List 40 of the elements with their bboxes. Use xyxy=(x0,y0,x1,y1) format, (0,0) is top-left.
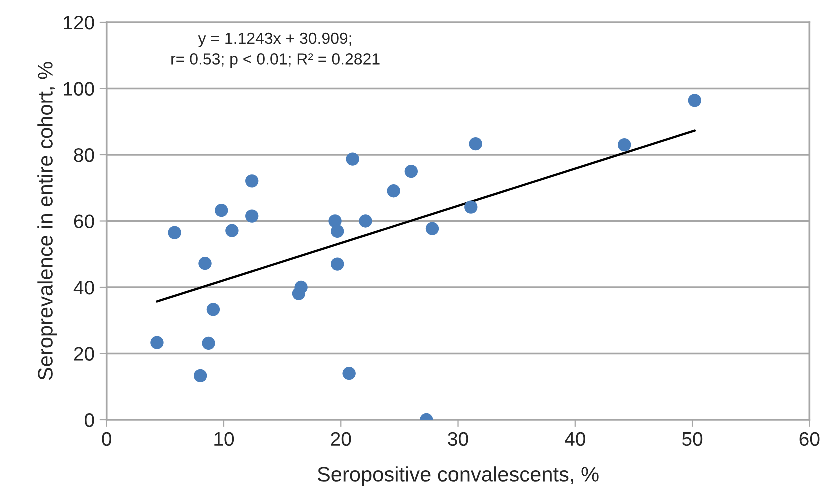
point xyxy=(331,224,344,238)
y-axis-title: Seroprevalence in entire cohort, % xyxy=(38,62,58,380)
point xyxy=(346,152,360,166)
point xyxy=(342,367,356,380)
point xyxy=(294,280,308,294)
point xyxy=(469,137,482,151)
y-tick-label: 80 xyxy=(74,148,94,162)
y-tick-label: 40 xyxy=(74,280,94,295)
point xyxy=(359,214,372,228)
x-tick-label: 50 xyxy=(682,432,703,446)
x-tick-label: 20 xyxy=(331,432,352,446)
x-tick-label: 0 xyxy=(102,432,112,446)
x-tick-label: 10 xyxy=(214,432,234,446)
point xyxy=(206,303,220,316)
point xyxy=(168,226,182,240)
point xyxy=(246,210,259,223)
y-tick-label: 120 xyxy=(64,16,94,30)
x-tick-label: 40 xyxy=(565,432,586,446)
point xyxy=(226,224,239,238)
y-tick-label: 100 xyxy=(64,82,94,96)
y-tick-label: 0 xyxy=(85,413,94,428)
point xyxy=(618,138,632,152)
x-tick-label: 60 xyxy=(800,432,820,446)
point xyxy=(150,336,164,350)
point xyxy=(194,369,208,383)
point xyxy=(688,94,702,108)
y-tick-label: 60 xyxy=(74,214,94,228)
point xyxy=(404,164,418,178)
point xyxy=(426,222,440,236)
point xyxy=(464,200,478,214)
point xyxy=(246,174,259,188)
y-tick-label: 20 xyxy=(74,347,94,361)
point xyxy=(215,204,228,218)
x-axis-title: Seropositive convalescents, % xyxy=(318,466,599,486)
point xyxy=(331,258,344,271)
point xyxy=(202,336,216,350)
point xyxy=(387,184,400,198)
point xyxy=(198,257,212,270)
annotation: y = 1.1243x + 30.909; r= 0.53; p < 0.01; R² = 0.2821 xyxy=(172,32,380,68)
x-tick-label: 30 xyxy=(448,432,468,446)
